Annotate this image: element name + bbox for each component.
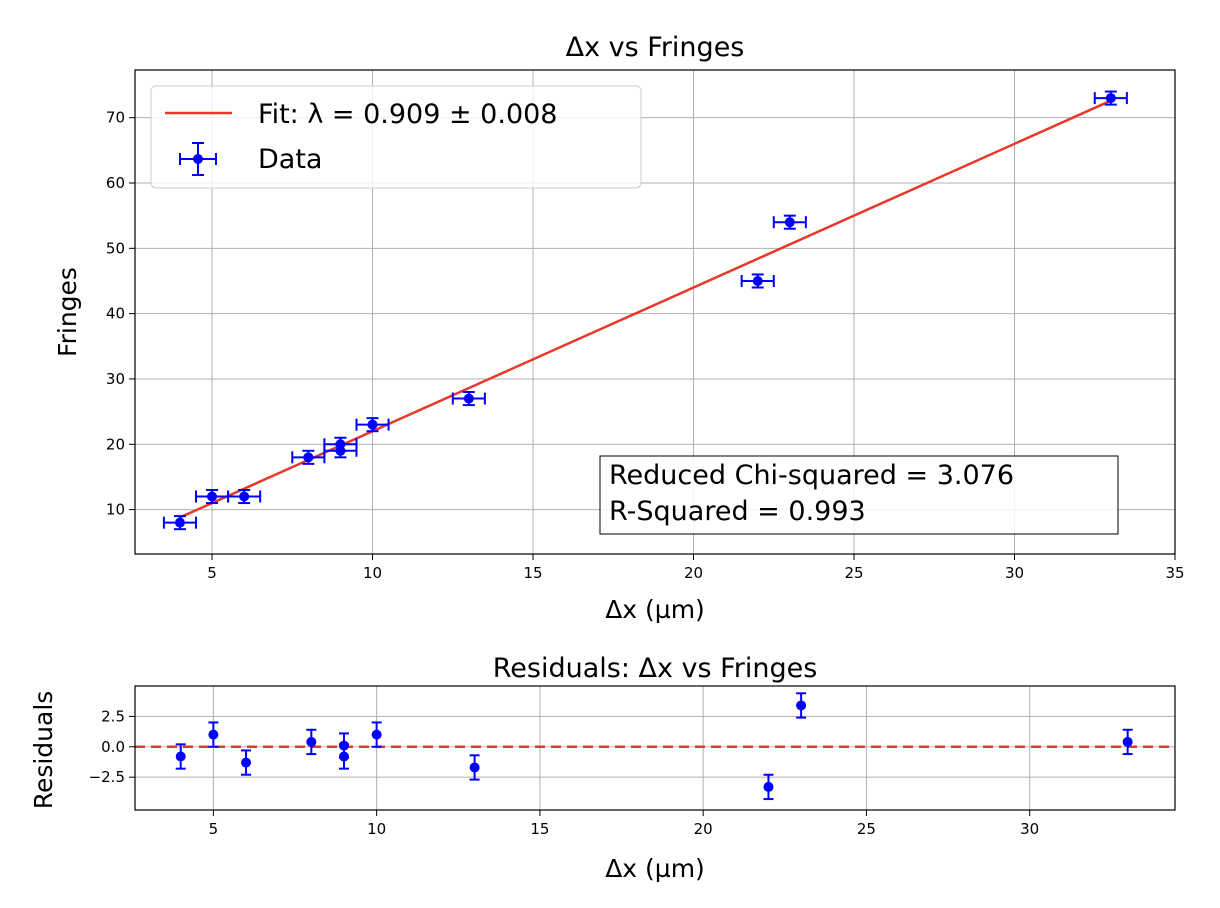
data-marker bbox=[335, 439, 346, 450]
main-x-axis-label: Δx (µm) bbox=[605, 595, 705, 624]
residuals-y-tick-label: −2.5 bbox=[89, 768, 125, 786]
data-marker bbox=[207, 491, 218, 502]
residual-marker bbox=[175, 751, 186, 762]
main-y-ticks: 10 20 30 40 50 60 70 bbox=[106, 109, 135, 519]
data-point bbox=[451, 391, 486, 407]
residual-point bbox=[208, 721, 219, 748]
data-marker bbox=[752, 275, 763, 286]
residuals-x-tick-label: 20 bbox=[694, 820, 713, 838]
main-chart: Δx vs Fringes 5 10 15 20 25 30 35 10 20 30 40 50 60… bbox=[53, 32, 1185, 624]
data-point bbox=[740, 273, 775, 289]
data-point bbox=[323, 436, 358, 452]
main-title: Δx vs Fringes bbox=[566, 32, 745, 63]
residual-point bbox=[306, 728, 317, 756]
legend: Fit: λ = 0.909 ± 0.008 Data bbox=[150, 85, 642, 189]
main-grid bbox=[135, 70, 1176, 554]
residual-marker bbox=[241, 757, 252, 768]
residual-marker bbox=[208, 729, 219, 740]
stats-r-squared: R-Squared = 0.993 bbox=[609, 496, 866, 527]
legend-data-label: Data bbox=[258, 144, 322, 175]
main-y-tick-label: 40 bbox=[106, 305, 125, 323]
legend-data-swatch bbox=[179, 142, 217, 176]
data-point bbox=[227, 488, 262, 505]
main-y-tick-label: 70 bbox=[106, 109, 125, 127]
main-x-tick-label: 20 bbox=[684, 564, 703, 582]
residual-marker bbox=[306, 736, 317, 747]
residuals-x-tick-label: 5 bbox=[209, 820, 219, 838]
residual-point bbox=[796, 692, 807, 719]
data-point bbox=[1093, 90, 1128, 106]
residual-point bbox=[371, 721, 382, 748]
main-y-tick-label: 10 bbox=[106, 501, 125, 519]
main-y-tick-label: 60 bbox=[106, 174, 125, 192]
data-marker bbox=[367, 419, 378, 430]
residual-point bbox=[1122, 728, 1133, 756]
main-x-tick-label: 5 bbox=[207, 564, 217, 582]
residuals-x-tick-label: 15 bbox=[530, 820, 549, 838]
main-x-ticks: 5 10 15 20 25 30 35 bbox=[207, 554, 1185, 582]
stats-chi-squared: Reduced Chi-squared = 3.076 bbox=[609, 460, 1014, 491]
legend-box bbox=[150, 85, 642, 189]
residual-point bbox=[175, 743, 186, 770]
main-fit-line-group bbox=[179, 99, 1112, 519]
data-point bbox=[355, 417, 390, 433]
main-y-tick-label: 30 bbox=[106, 370, 125, 388]
residual-marker bbox=[371, 729, 382, 740]
residuals-y-axis-label: Residuals bbox=[29, 691, 58, 810]
main-y-axis-label: Fringes bbox=[53, 267, 82, 357]
main-x-tick-label: 10 bbox=[363, 564, 382, 582]
residuals-x-axis-label: Δx (µm) bbox=[605, 854, 705, 883]
residual-marker bbox=[338, 751, 349, 762]
main-y-tick-label: 50 bbox=[106, 239, 125, 257]
data-marker bbox=[239, 491, 250, 502]
data-marker bbox=[784, 217, 795, 228]
residuals-x-tick-label: 25 bbox=[857, 820, 876, 838]
residuals-x-tick-label: 10 bbox=[367, 820, 386, 838]
data-point bbox=[162, 515, 197, 531]
residual-marker bbox=[1122, 736, 1133, 747]
fit-line bbox=[179, 99, 1112, 519]
residuals-y-tick-label: 2.5 bbox=[101, 707, 125, 725]
data-marker bbox=[174, 517, 185, 528]
residuals-x-ticks: 5 10 15 20 25 30 bbox=[209, 810, 1039, 838]
residual-point bbox=[241, 749, 252, 776]
residuals-y-tick-label: 0.0 bbox=[101, 738, 125, 756]
main-x-tick-label: 30 bbox=[1005, 564, 1024, 582]
main-data-points bbox=[162, 90, 1128, 531]
residuals-data-points bbox=[175, 692, 1133, 801]
data-point bbox=[291, 449, 326, 465]
data-point bbox=[772, 214, 807, 230]
residual-marker bbox=[796, 700, 807, 711]
residual-marker bbox=[763, 781, 774, 792]
residual-point bbox=[469, 754, 480, 781]
residual-point bbox=[763, 773, 774, 801]
main-y-tick-label: 20 bbox=[106, 435, 125, 453]
stats-box-frame bbox=[599, 455, 1119, 535]
residual-point bbox=[338, 743, 349, 770]
main-x-tick-label: 35 bbox=[1165, 564, 1184, 582]
residuals-y-ticks: 2.5 0.0 −2.5 bbox=[89, 707, 135, 786]
residuals-chart: Residuals: Δx vs Fringes 5 10 15 20 25 30 2.5… bbox=[29, 653, 1176, 883]
legend-fit-label: Fit: λ = 0.909 ± 0.008 bbox=[258, 99, 557, 130]
data-marker bbox=[1105, 93, 1116, 104]
data-marker bbox=[463, 393, 474, 404]
residuals-axes-frame bbox=[134, 685, 1176, 811]
main-axes-frame bbox=[134, 69, 1176, 555]
data-marker bbox=[303, 452, 314, 463]
residuals-x-tick-label: 30 bbox=[1020, 820, 1039, 838]
residual-marker bbox=[469, 762, 480, 773]
main-x-tick-label: 25 bbox=[844, 564, 863, 582]
main-x-tick-label: 15 bbox=[523, 564, 542, 582]
data-point bbox=[194, 488, 230, 505]
stats-box: Reduced Chi-squared = 3.076 R-Squared = … bbox=[599, 455, 1119, 535]
residuals-title: Residuals: Δx vs Fringes bbox=[493, 653, 818, 684]
